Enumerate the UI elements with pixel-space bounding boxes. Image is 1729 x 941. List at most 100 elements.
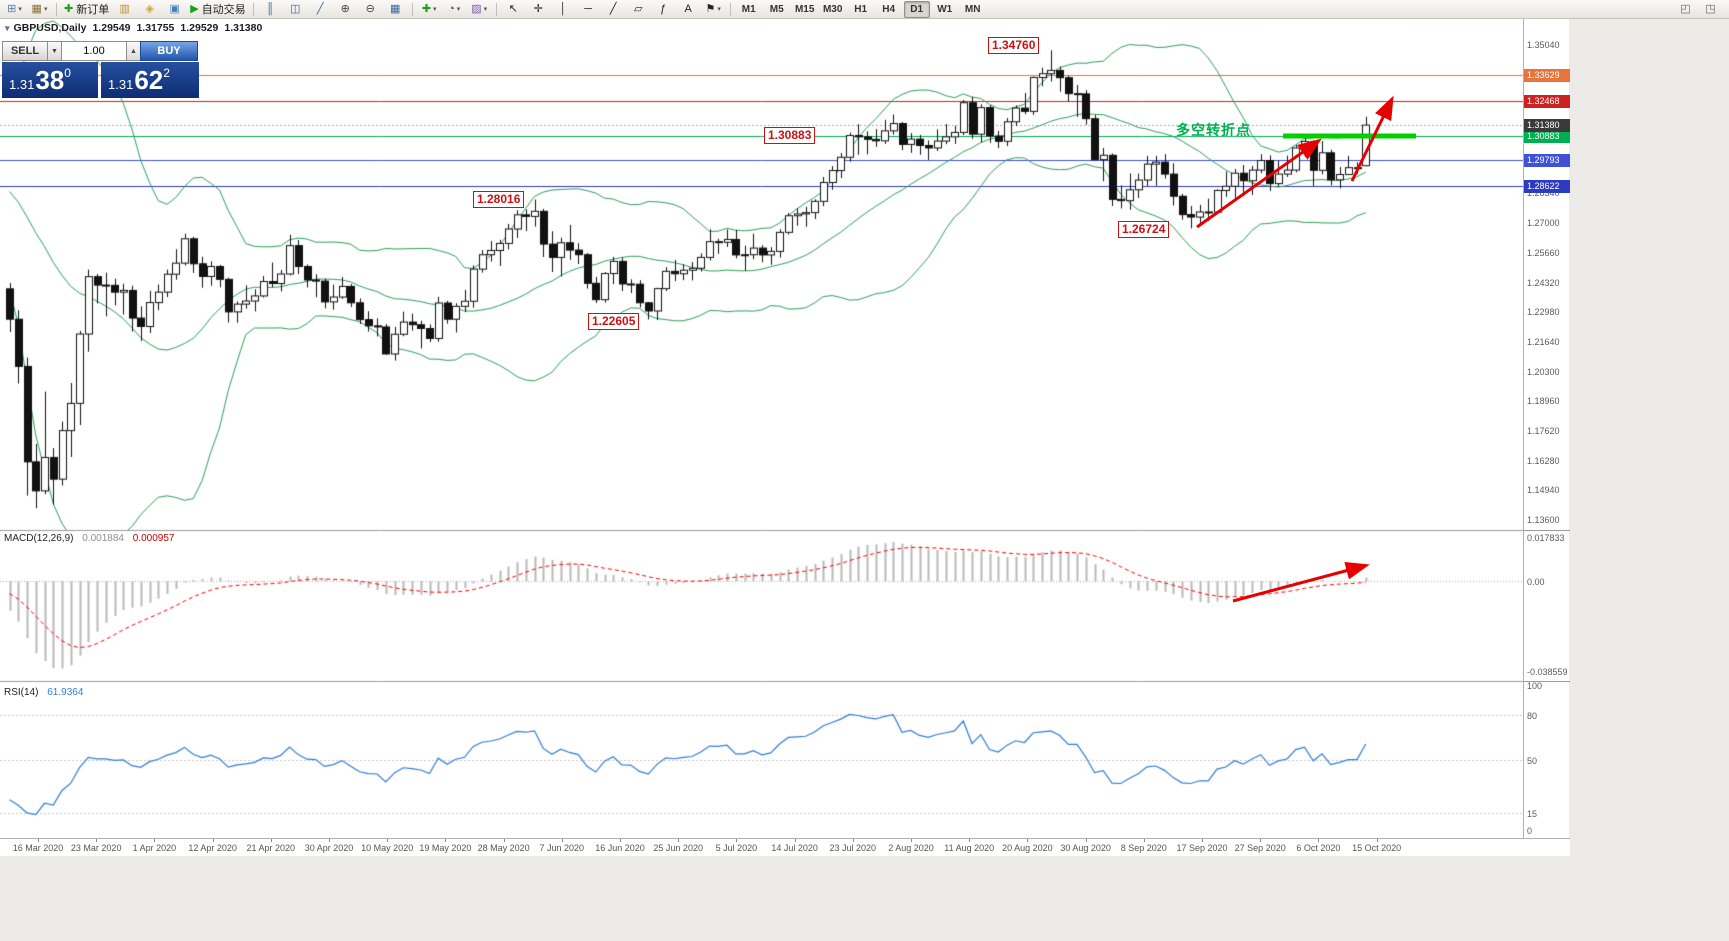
price-tag-133629[interactable]: 1.33629 [1524, 69, 1570, 82]
navigator-button[interactable]: ◈ [138, 1, 161, 18]
line-chart-button[interactable]: ╱ [309, 1, 332, 18]
volume-input[interactable] [62, 41, 127, 61]
horizontal-line-button[interactable]: ─ [577, 1, 600, 18]
time-axis-label: 23 Jul 2020 [829, 843, 877, 853]
price-tag-130883[interactable]: 1.30883 [1524, 130, 1570, 143]
time-axis-tick [445, 839, 447, 842]
timeframe-w1-button[interactable]: W1 [937, 3, 953, 15]
time-axis-tick [620, 839, 621, 842]
new-order-button[interactable]: ✚ 新订单 [62, 1, 111, 18]
new-chart-button[interactable]: ⊞ ▾ [3, 1, 26, 18]
timeframe-m5-button[interactable]: M5 [769, 3, 784, 15]
templates-button[interactable]: ▨ ▾ [468, 1, 491, 18]
new-chart-icon: ⊞ [7, 2, 17, 15]
window-restore-icon: ◰ [1680, 3, 1691, 15]
price-axis-label: 1.16280 [1527, 455, 1560, 466]
zoom-out-icon: ⊖ [365, 2, 375, 15]
rsi-value: 61.9364 [47, 687, 84, 698]
rsi-axis-label: 100 [1527, 681, 1543, 691]
timeframe-m15-button[interactable]: M15 [794, 3, 815, 15]
market-watch-button[interactable]: ▥ [113, 1, 136, 18]
text-button[interactable]: A [677, 1, 700, 18]
time-axis[interactable]: 16 Mar 2020 23 Mar 2020 1 Apr 2020 12 Apr 2… [0, 838, 1570, 856]
macd-axis-label: 0.017833 [1527, 533, 1565, 543]
text-icon: A [684, 2, 692, 15]
bar-high: 1.31755 [136, 22, 175, 34]
chart-window: ▾ GBPUSD,Daily 1.29549 1.31755 1.29529 1… [0, 19, 1523, 838]
timeframe-d1-button[interactable]: D1 [903, 0, 930, 18]
tile-windows-icon: ▦ [389, 2, 401, 15]
navigator-icon: ◈ [145, 2, 154, 15]
arrows-button[interactable]: ⚑ ▾ [702, 1, 725, 18]
price-tag-128622[interactable]: 1.28622 [1524, 180, 1570, 193]
trendline-icon: ╱ [609, 2, 617, 15]
price-scale[interactable]: 1.35040 1.28340 1.27000 1.25660 1.24320 1.229… [1523, 19, 1570, 838]
price-chart-canvas[interactable] [0, 19, 1523, 838]
buy-price-pipette: 2 [163, 66, 170, 80]
time-axis-label: 16 Mar 2020 [12, 843, 64, 853]
channel-button[interactable]: ▱ [627, 1, 650, 18]
time-axis-tick [212, 839, 214, 842]
crosshair-button[interactable]: ✛ [527, 1, 550, 18]
cursor-button[interactable]: ↖ [502, 1, 525, 18]
time-axis-tick [1085, 839, 1087, 842]
indicators-icon: ✚ [421, 2, 432, 15]
sell-price-display[interactable]: 1.31 38 0 [2, 62, 98, 98]
time-axis-label: 19 May 2020 [419, 843, 472, 853]
zoom-out-button[interactable]: ⊖ [359, 1, 382, 18]
price-tag-129793[interactable]: 1.29793 [1524, 154, 1570, 167]
indicators-button[interactable]: ✚ ▾ [418, 1, 441, 18]
autotrading-button[interactable]: ▶ 自动交易 [188, 1, 247, 18]
price-tag-132468[interactable]: 1.32468 [1524, 95, 1570, 108]
periods-button[interactable]: ◔ ▾ [443, 1, 466, 18]
time-axis-label: 6 Oct 2020 [1296, 843, 1341, 853]
timeframe-m1-button[interactable]: M1 [741, 3, 756, 15]
price-tag-131380[interactable]: 1.31380 [1524, 119, 1570, 132]
time-axis-label: 23 Mar 2020 [70, 843, 122, 853]
time-axis-label: 2 Aug 2020 [888, 843, 934, 853]
chart-context-icon[interactable]: ▾ [5, 22, 10, 33]
terminal-icon: ▣ [169, 2, 180, 15]
fibonacci-button[interactable]: ƒ [652, 1, 675, 18]
market-watch-icon: ▥ [119, 2, 130, 15]
time-axis-tick [852, 839, 854, 842]
price-axis-label: 1.35040 [1527, 40, 1560, 51]
volume-decrease-button[interactable]: ▼ [48, 41, 62, 61]
buy-price-display[interactable]: 1.31 62 2 [101, 62, 199, 98]
candle-chart-button[interactable]: ◫ [284, 1, 307, 18]
rsi-axis-label: 80 [1527, 711, 1538, 721]
terminal-button[interactable]: ▣ [163, 1, 186, 18]
volume-increase-button[interactable]: ▲ [127, 41, 141, 61]
window-new-button[interactable]: ◳ [1699, 1, 1722, 18]
time-axis-tick [96, 839, 98, 842]
time-axis-label: 5 Jul 2020 [715, 843, 758, 853]
sell-price-pips: 38 [35, 65, 65, 95]
timeframe-h1-button[interactable]: H1 [854, 3, 868, 15]
time-axis-label: 12 Apr 2020 [188, 843, 237, 853]
trendline-button[interactable]: ╱ [602, 1, 625, 18]
toolbar-separator [411, 2, 413, 16]
time-axis-label: 10 May 2020 [361, 843, 414, 853]
macd-axis-label: 0.00 [1527, 577, 1545, 588]
vertical-line-button[interactable]: │ [552, 1, 575, 18]
toolbar-separator [56, 2, 57, 16]
channel-icon: ▱ [633, 2, 643, 15]
timeframe-m30-button[interactable]: M30 [822, 3, 843, 15]
timeframe-mn-button[interactable]: MN [964, 3, 981, 15]
sell-button[interactable]: SELL [2, 41, 48, 61]
line-chart-icon: ╱ [316, 2, 324, 15]
profiles-button[interactable]: ▦ ▾ [28, 1, 51, 18]
fibonacci-icon: ƒ [660, 2, 667, 15]
zoom-in-button[interactable]: ⊕ [334, 1, 357, 18]
time-axis-tick [503, 839, 505, 842]
tile-windows-button[interactable]: ▦ [384, 1, 407, 18]
pane-separator [1524, 530, 1570, 531]
price-axis-label: 1.28340 [1527, 188, 1560, 199]
time-axis-tick [736, 839, 738, 842]
window-restore-button[interactable]: ◰ [1674, 1, 1697, 18]
timeframe-h4-button[interactable]: H4 [882, 3, 896, 15]
macd-indicator-label: MACD(12,26,9) 0.001884 0.000957 [4, 533, 180, 544]
bar-chart-button[interactable]: ║ [259, 1, 282, 18]
buy-button[interactable]: BUY [140, 41, 198, 61]
chevron-down-icon: ▾ [717, 6, 721, 13]
